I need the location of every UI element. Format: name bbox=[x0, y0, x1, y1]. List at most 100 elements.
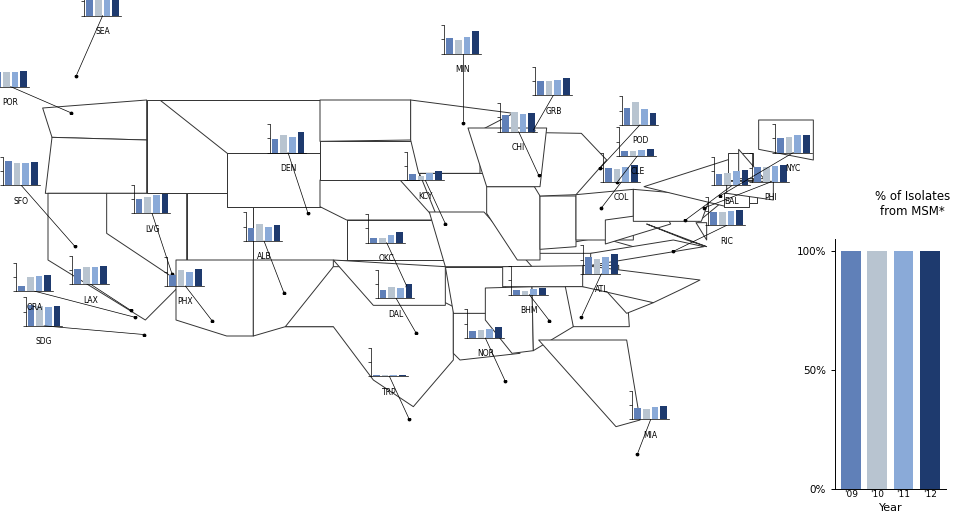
Bar bbox=[555, 80, 561, 95]
Bar bbox=[868, 251, 887, 489]
Bar bbox=[763, 167, 770, 182]
Bar bbox=[5, 161, 12, 186]
Bar bbox=[455, 40, 462, 54]
Bar bbox=[495, 327, 502, 338]
Bar bbox=[540, 289, 545, 295]
Bar bbox=[31, 162, 37, 186]
Bar bbox=[612, 254, 617, 274]
Bar bbox=[186, 271, 193, 286]
Text: MIA: MIA bbox=[643, 431, 658, 440]
Bar bbox=[635, 408, 641, 420]
Bar bbox=[736, 210, 743, 225]
Text: BAL: BAL bbox=[725, 197, 739, 206]
Bar bbox=[894, 251, 913, 489]
Text: DEN: DEN bbox=[279, 164, 297, 173]
Bar bbox=[280, 135, 287, 152]
Bar bbox=[622, 167, 629, 182]
Bar bbox=[256, 224, 263, 241]
Bar bbox=[178, 270, 184, 286]
Bar bbox=[647, 149, 654, 156]
Text: SDG: SDG bbox=[36, 337, 52, 346]
Text: BHM: BHM bbox=[520, 306, 539, 315]
Bar bbox=[36, 276, 42, 291]
Bar bbox=[169, 275, 176, 286]
Bar bbox=[274, 225, 280, 241]
Bar bbox=[472, 31, 479, 54]
Bar bbox=[502, 115, 509, 132]
X-axis label: Year: Year bbox=[878, 503, 902, 513]
Bar bbox=[545, 81, 552, 95]
Bar bbox=[399, 375, 406, 376]
Bar bbox=[464, 36, 470, 54]
Bar bbox=[641, 109, 648, 125]
Bar bbox=[487, 330, 492, 338]
Bar bbox=[28, 305, 35, 326]
Bar bbox=[605, 168, 612, 182]
Bar bbox=[153, 194, 159, 213]
Bar bbox=[652, 408, 659, 420]
Bar bbox=[391, 375, 396, 376]
Bar bbox=[144, 198, 151, 213]
Bar bbox=[101, 266, 107, 284]
Bar bbox=[772, 166, 779, 182]
Bar bbox=[373, 375, 379, 376]
Bar bbox=[104, 0, 110, 16]
Bar bbox=[389, 287, 395, 298]
Bar bbox=[265, 227, 272, 241]
Bar bbox=[388, 235, 395, 243]
Bar bbox=[804, 135, 809, 152]
Text: SFO: SFO bbox=[13, 197, 29, 206]
Bar bbox=[22, 163, 29, 186]
Bar bbox=[54, 306, 60, 326]
Bar bbox=[537, 81, 543, 95]
Bar bbox=[511, 112, 517, 132]
Text: PHX: PHX bbox=[178, 297, 193, 306]
Text: ALB: ALB bbox=[256, 252, 272, 262]
Bar bbox=[426, 173, 433, 180]
Bar bbox=[585, 257, 591, 274]
Bar bbox=[719, 212, 726, 225]
Text: OKC: OKC bbox=[379, 254, 395, 263]
Text: GRB: GRB bbox=[545, 107, 562, 116]
Bar bbox=[418, 176, 424, 180]
Text: PHI: PHI bbox=[764, 193, 777, 202]
Bar bbox=[36, 306, 43, 326]
Bar bbox=[777, 138, 783, 152]
Bar bbox=[86, 0, 93, 16]
Text: CLE: CLE bbox=[630, 167, 644, 176]
Bar bbox=[397, 288, 403, 298]
Text: DAL: DAL bbox=[389, 309, 403, 319]
Bar bbox=[74, 268, 81, 284]
Bar bbox=[650, 113, 657, 125]
Bar bbox=[446, 38, 453, 54]
Bar bbox=[248, 228, 254, 241]
Bar bbox=[272, 139, 278, 152]
Bar bbox=[631, 165, 637, 182]
Bar bbox=[755, 167, 761, 182]
Bar bbox=[298, 132, 304, 152]
Text: MIN: MIN bbox=[455, 65, 470, 74]
Text: SEA: SEA bbox=[95, 27, 110, 36]
Bar bbox=[135, 200, 142, 213]
Bar bbox=[380, 290, 386, 298]
Bar bbox=[780, 165, 787, 182]
Bar bbox=[195, 269, 202, 286]
Bar bbox=[45, 307, 52, 326]
Bar bbox=[521, 291, 528, 295]
Bar bbox=[621, 151, 628, 156]
Text: POR: POR bbox=[3, 98, 18, 107]
Text: KCY: KCY bbox=[419, 192, 433, 201]
Text: POD: POD bbox=[632, 136, 648, 145]
Bar bbox=[841, 251, 861, 489]
Bar bbox=[12, 72, 18, 87]
Bar bbox=[733, 171, 739, 186]
Text: ORA: ORA bbox=[27, 303, 43, 311]
Bar bbox=[564, 78, 569, 95]
Bar bbox=[396, 232, 403, 243]
Bar bbox=[406, 284, 412, 298]
Bar bbox=[18, 286, 25, 291]
Text: NYC: NYC bbox=[785, 164, 801, 173]
Bar bbox=[633, 102, 639, 125]
Bar bbox=[638, 150, 645, 156]
Text: NOR: NOR bbox=[477, 349, 493, 358]
